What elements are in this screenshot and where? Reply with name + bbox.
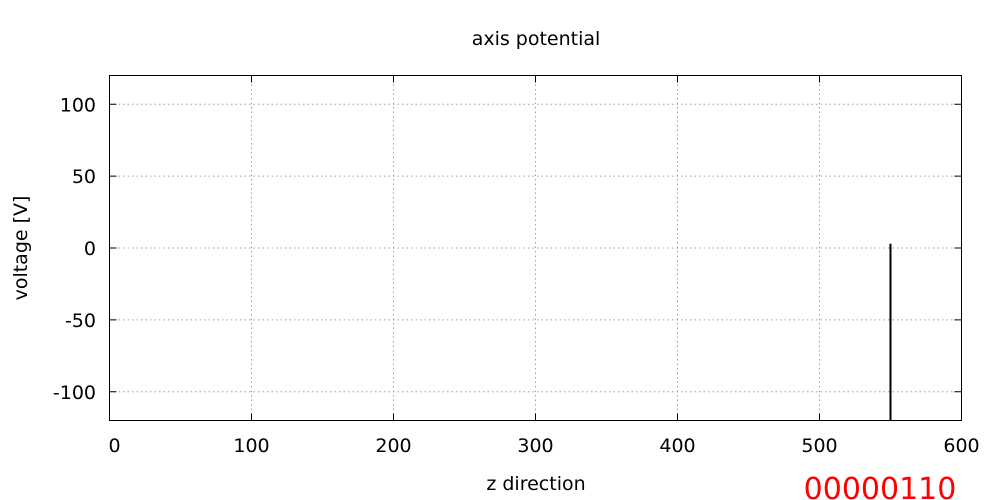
x-tick-label: 500 [801,435,837,457]
x-axis-label: z direction [486,473,585,495]
y-tick-label: 100 [60,94,96,116]
x-tick-label: 200 [375,435,411,457]
y-axis-label: voltage [V] [10,196,32,301]
x-tick-label: 300 [517,435,553,457]
y-tick-label: -100 [53,382,96,404]
x-tick-label: 0 [108,435,120,457]
x-tick-label: 100 [233,435,269,457]
grid [109,75,962,421]
y-tick-label: 0 [84,238,96,260]
y-tick-label: -50 [65,310,96,332]
x-tick-label: 400 [659,435,695,457]
chart-title: axis potential [472,28,601,50]
frame-counter: 00000110 [804,472,957,500]
y-tick-label: 50 [72,166,96,188]
x-tick-label: 600 [943,435,979,457]
